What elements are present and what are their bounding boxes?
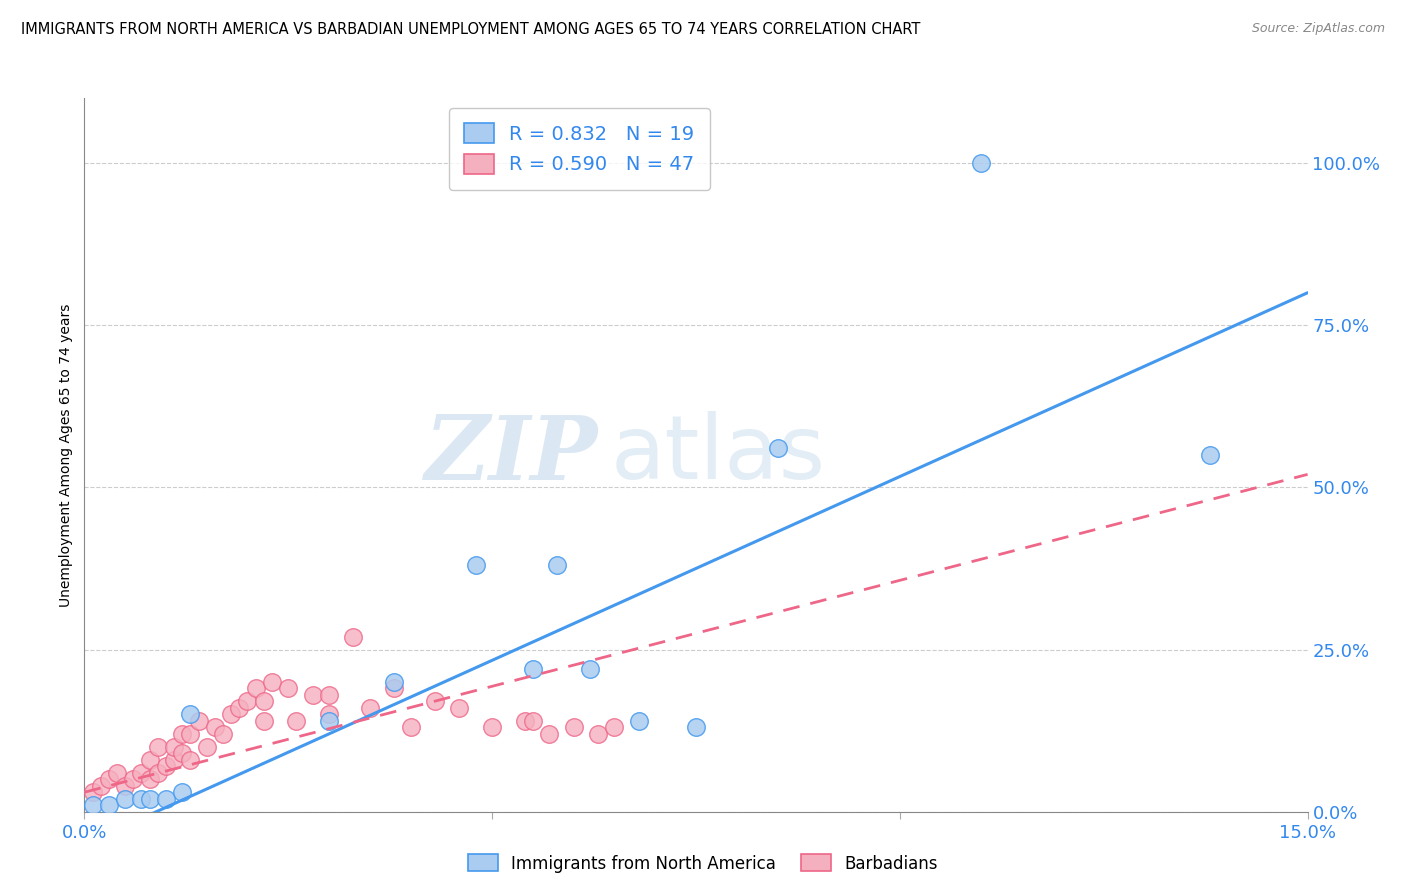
Point bbox=[513, 714, 536, 728]
Point bbox=[603, 720, 626, 734]
Point bbox=[179, 753, 201, 767]
Point bbox=[382, 675, 405, 690]
Point bbox=[382, 681, 405, 696]
Point bbox=[163, 753, 186, 767]
Point bbox=[163, 739, 186, 754]
Point bbox=[253, 714, 276, 728]
Text: ZIP: ZIP bbox=[425, 412, 598, 498]
Point bbox=[464, 558, 486, 573]
Point bbox=[260, 675, 283, 690]
Point bbox=[90, 779, 112, 793]
Point bbox=[97, 798, 120, 813]
Point bbox=[122, 772, 145, 787]
Point bbox=[114, 791, 136, 805]
Point bbox=[301, 688, 323, 702]
Point bbox=[105, 765, 128, 780]
Point bbox=[522, 714, 544, 728]
Point bbox=[277, 681, 299, 696]
Point bbox=[399, 720, 422, 734]
Y-axis label: Unemployment Among Ages 65 to 74 years: Unemployment Among Ages 65 to 74 years bbox=[59, 303, 73, 607]
Point bbox=[172, 727, 194, 741]
Point bbox=[187, 714, 209, 728]
Point bbox=[318, 707, 340, 722]
Point bbox=[318, 714, 340, 728]
Point bbox=[562, 720, 585, 734]
Point bbox=[212, 727, 235, 741]
Point bbox=[970, 156, 993, 170]
Text: IMMIGRANTS FROM NORTH AMERICA VS BARBADIAN UNEMPLOYMENT AMONG AGES 65 TO 74 YEAR: IMMIGRANTS FROM NORTH AMERICA VS BARBADI… bbox=[21, 22, 921, 37]
Point bbox=[627, 714, 650, 728]
Point bbox=[97, 772, 120, 787]
Point bbox=[138, 791, 160, 805]
Point bbox=[82, 798, 104, 813]
Point bbox=[685, 720, 707, 734]
Text: Source: ZipAtlas.com: Source: ZipAtlas.com bbox=[1251, 22, 1385, 36]
Point bbox=[318, 688, 340, 702]
Point bbox=[138, 753, 160, 767]
Point bbox=[423, 694, 446, 708]
Point bbox=[172, 785, 194, 799]
Text: atlas: atlas bbox=[610, 411, 825, 499]
Point bbox=[449, 701, 471, 715]
Point bbox=[1198, 448, 1220, 462]
Point bbox=[342, 630, 364, 644]
Point bbox=[155, 791, 177, 805]
Point bbox=[522, 662, 544, 676]
Point bbox=[481, 720, 503, 734]
Point bbox=[579, 662, 602, 676]
Point bbox=[172, 747, 194, 761]
Point bbox=[586, 727, 609, 741]
Point bbox=[219, 707, 242, 722]
Point bbox=[546, 558, 568, 573]
Point bbox=[236, 694, 259, 708]
Point bbox=[195, 739, 218, 754]
Point bbox=[179, 727, 201, 741]
Point bbox=[179, 707, 201, 722]
Point bbox=[285, 714, 308, 728]
Point bbox=[245, 681, 267, 696]
Legend: R = 0.832   N = 19, R = 0.590   N = 47: R = 0.832 N = 19, R = 0.590 N = 47 bbox=[449, 108, 710, 190]
Point bbox=[155, 759, 177, 773]
Point bbox=[146, 765, 169, 780]
Point bbox=[538, 727, 561, 741]
Point bbox=[253, 694, 276, 708]
Point bbox=[131, 791, 153, 805]
Legend: Immigrants from North America, Barbadians: Immigrants from North America, Barbadian… bbox=[461, 847, 945, 880]
Point bbox=[138, 772, 160, 787]
Point bbox=[114, 779, 136, 793]
Point bbox=[82, 785, 104, 799]
Point bbox=[228, 701, 250, 715]
Point bbox=[146, 739, 169, 754]
Point bbox=[131, 765, 153, 780]
Point bbox=[204, 720, 226, 734]
Point bbox=[359, 701, 381, 715]
Point bbox=[766, 442, 789, 456]
